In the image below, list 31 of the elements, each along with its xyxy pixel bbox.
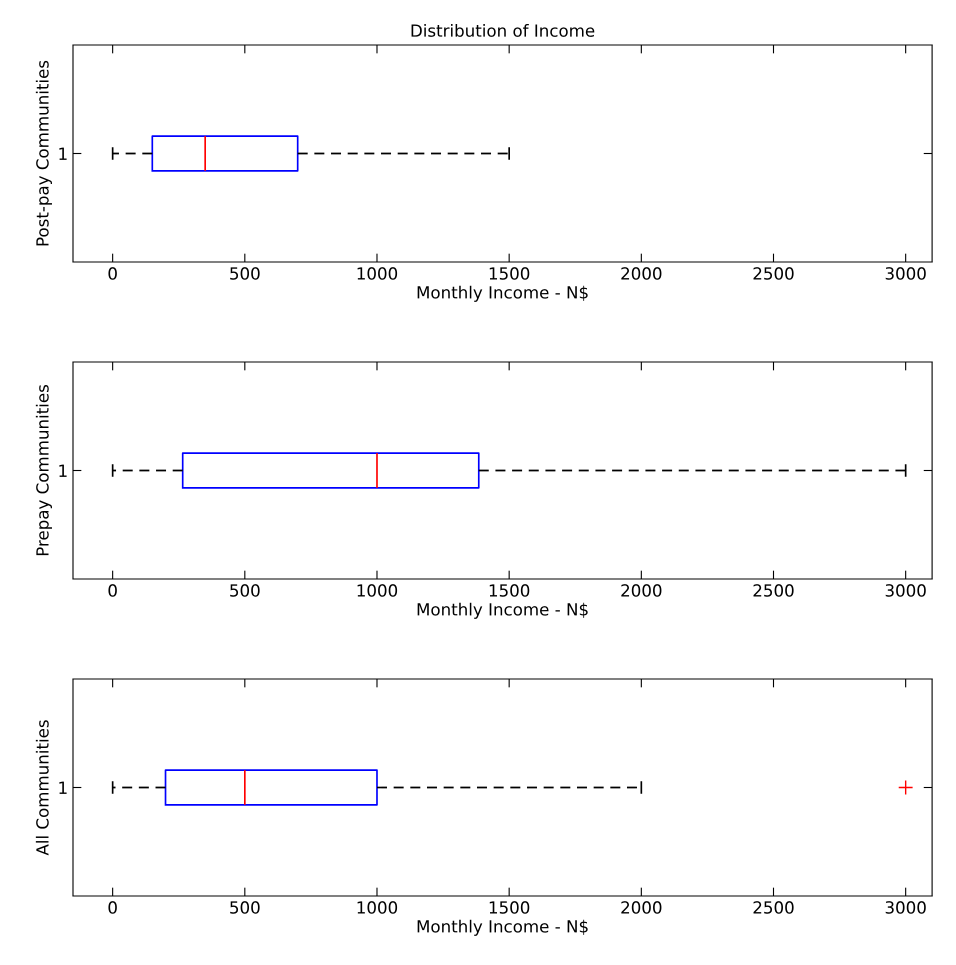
x-tick-label: 2500	[754, 584, 794, 597]
x-tick-label: 2000	[621, 584, 662, 597]
x-tick-label: 2500	[754, 267, 794, 280]
x-tick-label: 2500	[754, 901, 794, 914]
x-tick-label: 500	[230, 901, 260, 914]
x-tick-label: 1000	[358, 584, 398, 597]
y-axis-title: Prepay Communities	[36, 385, 52, 556]
x-tick-label: 500	[230, 584, 260, 597]
x-tick-label: 500	[230, 267, 260, 280]
y-tick-label: 1	[59, 782, 67, 794]
x-tick-label: 1500	[490, 901, 530, 914]
x-tick-label: 1000	[358, 267, 398, 280]
x-tick-label: 3000	[886, 584, 926, 597]
x-tick-label: 3000	[886, 901, 926, 914]
x-tick-label: 2000	[621, 901, 662, 914]
x-tick-label: 1500	[490, 584, 530, 597]
y-tick-label: 1	[59, 464, 67, 477]
x-axis-title: Monthly Income - N$	[418, 286, 588, 302]
chart-title: Distribution of Income	[412, 24, 594, 37]
x-tick-label: 0	[108, 901, 117, 914]
x-axis-title: Monthly Income - N$	[418, 602, 588, 619]
x-axis-title: Monthly Income - N$	[418, 920, 588, 936]
y-axis-title: All Communities	[36, 720, 49, 856]
x-tick-label: 0	[108, 584, 117, 597]
x-tick-label: 0	[108, 267, 117, 280]
x-tick-label: 2000	[621, 267, 662, 280]
y-tick-label: 1	[59, 148, 67, 160]
x-tick-label: 3000	[886, 267, 926, 280]
x-tick-label: 1000	[358, 901, 398, 914]
x-tick-label: 1500	[490, 267, 530, 280]
y-axis-title: Post-pay Communities	[36, 60, 52, 246]
